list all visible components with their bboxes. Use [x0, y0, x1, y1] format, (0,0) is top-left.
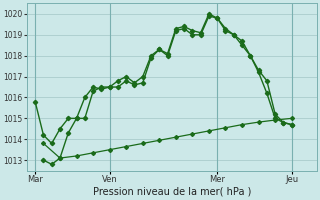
X-axis label: Pression niveau de la mer( hPa ): Pression niveau de la mer( hPa ) [92, 187, 251, 197]
